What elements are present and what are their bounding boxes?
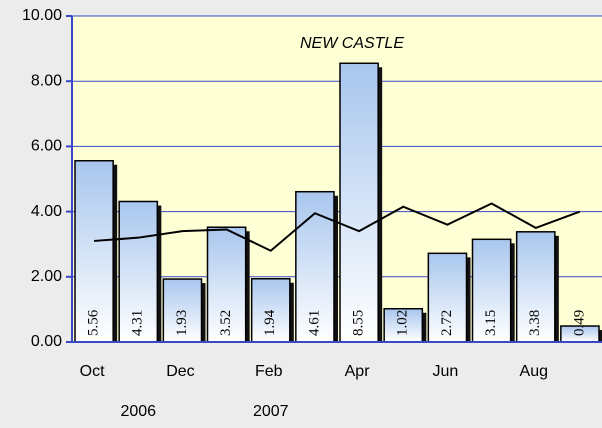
bar [383, 307, 424, 343]
value-label: 1.94 [262, 309, 278, 336]
bar [339, 62, 379, 343]
x-tick-label: Aug [520, 363, 548, 380]
y-tick-label: 6.00 [31, 138, 62, 155]
chart-title: NEW CASTLE [300, 35, 404, 52]
bar [162, 278, 203, 343]
group-label: 2007 [253, 403, 289, 420]
value-label: 5.56 [86, 309, 102, 336]
y-tick-label: 0.00 [31, 333, 62, 350]
bar [74, 159, 114, 343]
x-tick-label: Jun [433, 363, 459, 380]
value-label: 3.52 [218, 310, 234, 336]
x-tick-label: Dec [166, 363, 194, 380]
value-label: 4.31 [130, 310, 146, 336]
bar [515, 231, 556, 343]
line [94, 202, 581, 252]
bar [206, 226, 247, 343]
value-label: 3.15 [483, 310, 499, 336]
value-label: 1.93 [174, 310, 190, 336]
value-label: 2.72 [439, 310, 455, 336]
value-label: 4.61 [306, 310, 322, 336]
y-tick-label: 10.00 [22, 7, 62, 24]
value-label: 0.49 [571, 310, 587, 336]
bar [471, 238, 512, 343]
x-tick-label: Apr [345, 363, 371, 380]
x-tick-label: Feb [255, 363, 283, 380]
bar [427, 252, 468, 343]
x-tick-label: Oct [80, 363, 105, 380]
bar [295, 190, 335, 343]
group-label: 2006 [120, 403, 156, 420]
y-tick-label: 8.00 [31, 72, 62, 89]
y-tick-label: 2.00 [31, 268, 62, 285]
value-label: 3.38 [527, 310, 543, 336]
value-label: 1.02 [395, 310, 411, 336]
value-label: 8.55 [351, 310, 367, 336]
bar [118, 200, 159, 343]
bar [250, 278, 291, 343]
y-tick-label: 4.00 [31, 203, 62, 220]
